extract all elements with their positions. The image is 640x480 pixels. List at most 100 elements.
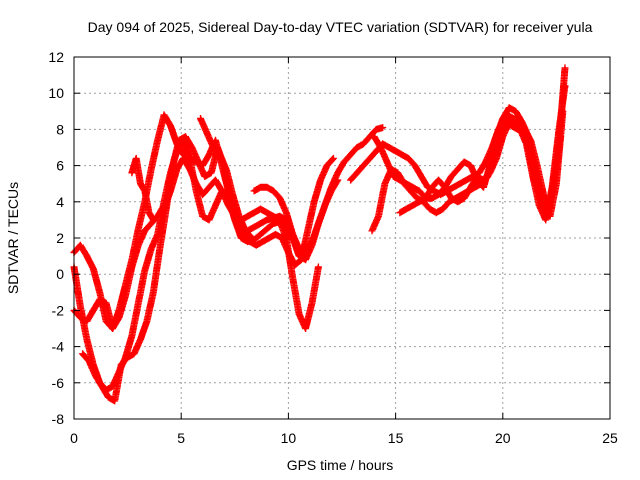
data-point [287,251,290,254]
data-point [130,265,134,269]
data-point [469,164,472,167]
data-point [362,164,365,167]
data-point [149,168,153,171]
data-point [330,189,333,193]
data-point [261,240,264,243]
data-point [297,251,301,254]
data-point [201,193,204,196]
y-tick-label: -4 [52,339,65,355]
tick-marks [73,56,611,420]
data-point [255,244,258,247]
data-point [452,186,455,189]
data-point [85,320,89,323]
y-tick-label: 0 [56,266,64,282]
data-point [156,233,159,236]
y-axis-label: SDTVAR / TECUs [5,182,21,294]
data-point [149,222,153,225]
data-point [428,207,432,211]
y-tick-label: 2 [56,230,64,246]
data-point [199,117,202,120]
data-series [70,64,569,405]
data-point [417,200,421,203]
data-point [458,182,462,185]
data-point [557,131,560,135]
data-point [79,305,82,308]
data-point [520,124,524,127]
data-point [400,153,404,156]
x-tick-labels: 0 5 10 15 20 25 [70,430,618,446]
series-track-5 [128,154,166,224]
data-point [469,186,472,189]
data-point [132,352,136,356]
data-point [111,385,114,388]
data-point [437,178,440,182]
data-point [85,338,89,341]
data-point [336,178,339,182]
data-point [201,215,204,218]
data-point [175,168,179,171]
data-point [482,178,485,182]
data-point [152,218,155,222]
data-point [291,233,294,236]
data-point [259,222,262,225]
data-point [79,316,82,319]
data-point [272,215,275,218]
data-point [214,204,217,207]
data-point [92,309,95,312]
data-point [111,327,114,330]
data-point [411,204,414,207]
data-point [420,175,423,178]
y-tick-labels: -8 -6 -4 -2 0 2 4 6 8 10 12 [48,49,64,427]
data-point [227,204,230,207]
data-point [387,146,391,149]
data-point [426,186,429,189]
data-point [368,135,372,138]
data-point [117,316,121,319]
x-tick-label: 20 [495,430,511,446]
data-point [417,189,421,193]
data-point [430,186,434,189]
data-point [162,113,166,117]
data-point [252,189,256,193]
data-point [169,124,172,127]
data-point [87,359,91,363]
data-point [495,157,498,160]
series-track-3 [79,133,337,405]
data-point [463,196,466,200]
data-point [210,171,213,175]
y-tick-label: -2 [52,302,65,318]
data-point [143,229,146,232]
data-point [280,236,284,240]
data-point [383,182,387,185]
data-point [505,113,509,117]
data-point [119,363,123,366]
data-point [244,229,247,232]
data-point [540,200,543,203]
data-point [274,233,277,236]
data-point [207,186,211,189]
y-tick-label: -6 [52,375,65,391]
data-point [362,142,365,146]
data-point [553,182,556,185]
data-point [177,139,181,142]
data-point [137,227,140,231]
data-point [231,193,234,196]
data-point [475,175,479,178]
data-point [100,385,104,388]
data-point [402,182,406,185]
data-point [130,334,134,337]
data-point [355,146,359,149]
data-point [430,196,434,200]
data-point [409,189,412,193]
data-point [214,139,217,142]
data-point [285,236,288,240]
x-tick-label: 10 [281,430,297,446]
data-point [450,175,453,178]
data-point [415,196,419,200]
data-point [310,244,314,247]
data-point [265,218,269,222]
data-point [278,218,282,222]
data-point [463,160,466,164]
